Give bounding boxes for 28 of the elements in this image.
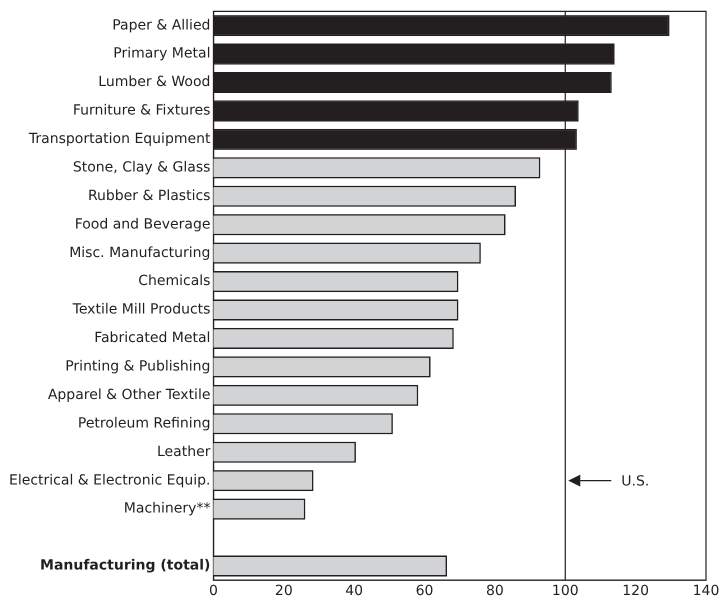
y-tick-label: Apparel & Other Textile xyxy=(48,386,210,403)
y-tick-label: Electrical & Electronic Equip. xyxy=(8,472,210,488)
y-tick-label: Manufacturing (total) xyxy=(40,558,210,574)
y-tick-label: Leather xyxy=(156,444,211,460)
y-tick-label: Transportation Equipment xyxy=(28,131,211,148)
y-tick-label: Textile Mill Products xyxy=(72,302,210,318)
y-tick-label: Printing & Publishing xyxy=(65,358,210,375)
y-tick-label: Misc. Manufacturing xyxy=(69,244,210,261)
y-tick-label: Stone, Clay & Glass xyxy=(72,159,210,176)
x-tick-label: 20 xyxy=(274,583,293,600)
y-tick-label: Furniture & Fixtures xyxy=(72,102,210,119)
x-tick-label: 80 xyxy=(486,583,504,600)
y-tick-label: Food and Beverage xyxy=(74,216,210,232)
y-tick-label: Lumber & Wood xyxy=(98,74,210,90)
x-tick-label: 140 xyxy=(692,583,720,600)
y-tick-label: Machinery** xyxy=(124,500,210,517)
x-tick-label: 60 xyxy=(416,583,434,600)
y-tick-label: Primary Metal xyxy=(113,46,210,62)
y-tick-label: Rubber & Plastics xyxy=(88,188,210,204)
y-tick-label: Chemicals xyxy=(138,273,210,290)
x-tick-label: 40 xyxy=(345,583,364,600)
x-tick-label: 120 xyxy=(622,583,650,600)
x-tick-label: 0 xyxy=(208,583,218,600)
y-tick-label: Petroleum Refining xyxy=(78,415,210,432)
ref-line-label: U.S. xyxy=(621,473,650,490)
x-tick-label: 100 xyxy=(552,583,579,600)
y-tick-label: Fabricated Metal xyxy=(94,330,210,346)
y-tick-label: Paper & Allied xyxy=(112,17,210,34)
